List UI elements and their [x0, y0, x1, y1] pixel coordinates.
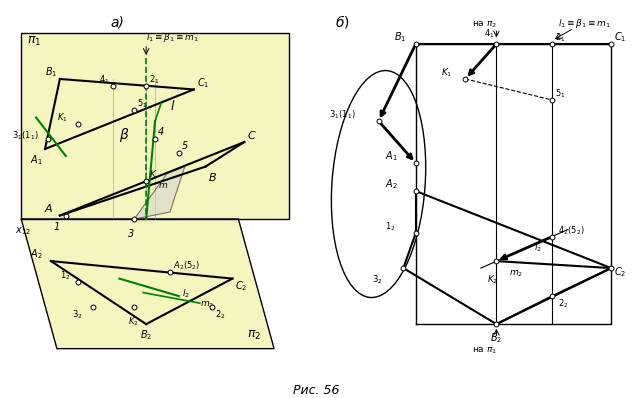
Text: $B_2$: $B_2$: [490, 332, 503, 345]
Text: $3_2$: $3_2$: [372, 273, 383, 286]
Text: $3_1(1_1)$: $3_1(1_1)$: [12, 129, 39, 142]
Text: $4_2(5_2)$: $4_2(5_2)$: [558, 224, 585, 236]
Text: $\pi_1$: $\pi_1$: [27, 35, 41, 48]
Text: на $\pi_2$: на $\pi_2$: [472, 20, 497, 30]
Text: $B_1$: $B_1$: [394, 30, 406, 44]
Text: Рис. 56: Рис. 56: [293, 384, 340, 397]
Text: 5: 5: [182, 141, 188, 151]
Text: $l_1\equiv\beta_1\equiv m_1$: $l_1\equiv\beta_1\equiv m_1$: [146, 31, 199, 45]
Text: $A_2$: $A_2$: [30, 248, 43, 261]
Text: $B_2$: $B_2$: [141, 328, 153, 342]
Text: A: A: [45, 204, 53, 214]
Text: $K_1$: $K_1$: [441, 66, 452, 79]
Text: $\pi_2$: $\pi_2$: [248, 329, 261, 342]
Polygon shape: [22, 33, 289, 219]
Text: $l$: $l$: [170, 100, 175, 113]
Text: на $\pi_1$: на $\pi_1$: [472, 345, 497, 356]
Text: $4_1$: $4_1$: [99, 74, 109, 86]
Text: 3: 3: [128, 228, 135, 238]
Text: $2_1$: $2_1$: [149, 74, 160, 86]
Text: $l_2$: $l_2$: [534, 242, 541, 254]
Text: $m_2$: $m_2$: [200, 300, 214, 310]
Text: $1_2$: $1_2$: [385, 220, 396, 233]
Text: $A_2(5_2)$: $A_2(5_2)$: [173, 259, 200, 271]
Text: $3_2$: $3_2$: [72, 308, 82, 321]
Text: $б)$: $б)$: [335, 13, 350, 30]
Text: $A_1$: $A_1$: [30, 153, 43, 167]
Text: $m$: $m$: [158, 181, 168, 189]
Text: $2_2$: $2_2$: [215, 308, 225, 321]
Text: $K_1$: $K_1$: [57, 112, 68, 125]
Text: $K_2$: $K_2$: [128, 315, 139, 328]
Polygon shape: [22, 219, 274, 349]
Text: $l_2$: $l_2$: [182, 287, 190, 300]
Text: $K_2$: $K_2$: [487, 273, 498, 286]
Text: $l_1 \equiv \beta_1 \equiv m_1$: $l_1 \equiv \beta_1 \equiv m_1$: [558, 18, 611, 30]
Text: 1: 1: [54, 222, 60, 232]
Text: $C_1$: $C_1$: [197, 76, 209, 90]
Text: $2_1$: $2_1$: [555, 31, 566, 44]
Text: $1_2$: $1_2$: [60, 269, 70, 282]
Text: $5_1$: $5_1$: [555, 88, 566, 100]
Text: B: B: [209, 172, 216, 183]
Text: $3_1(1_1)$: $3_1(1_1)$: [329, 109, 356, 121]
Text: 4: 4: [158, 127, 165, 137]
Text: $C_2$: $C_2$: [235, 279, 248, 293]
Text: $x_{12}$: $x_{12}$: [15, 225, 31, 237]
Text: $C_1$: $C_1$: [614, 30, 627, 44]
Text: $B_1$: $B_1$: [45, 65, 58, 79]
Text: $A_2$: $A_2$: [385, 178, 398, 191]
Text: $2_2$: $2_2$: [558, 298, 569, 310]
Text: $C_2$: $C_2$: [614, 265, 627, 279]
Text: $5_1$: $5_1$: [137, 98, 147, 111]
Text: а): а): [110, 16, 124, 29]
Text: $4_1$: $4_1$: [484, 28, 494, 41]
Polygon shape: [134, 166, 185, 219]
Text: $m_2$: $m_2$: [509, 268, 523, 279]
Text: $\beta$: $\beta$: [120, 125, 130, 144]
Text: C: C: [248, 131, 255, 140]
Text: $A_1$: $A_1$: [385, 150, 398, 163]
Text: $K$: $K$: [149, 168, 158, 179]
